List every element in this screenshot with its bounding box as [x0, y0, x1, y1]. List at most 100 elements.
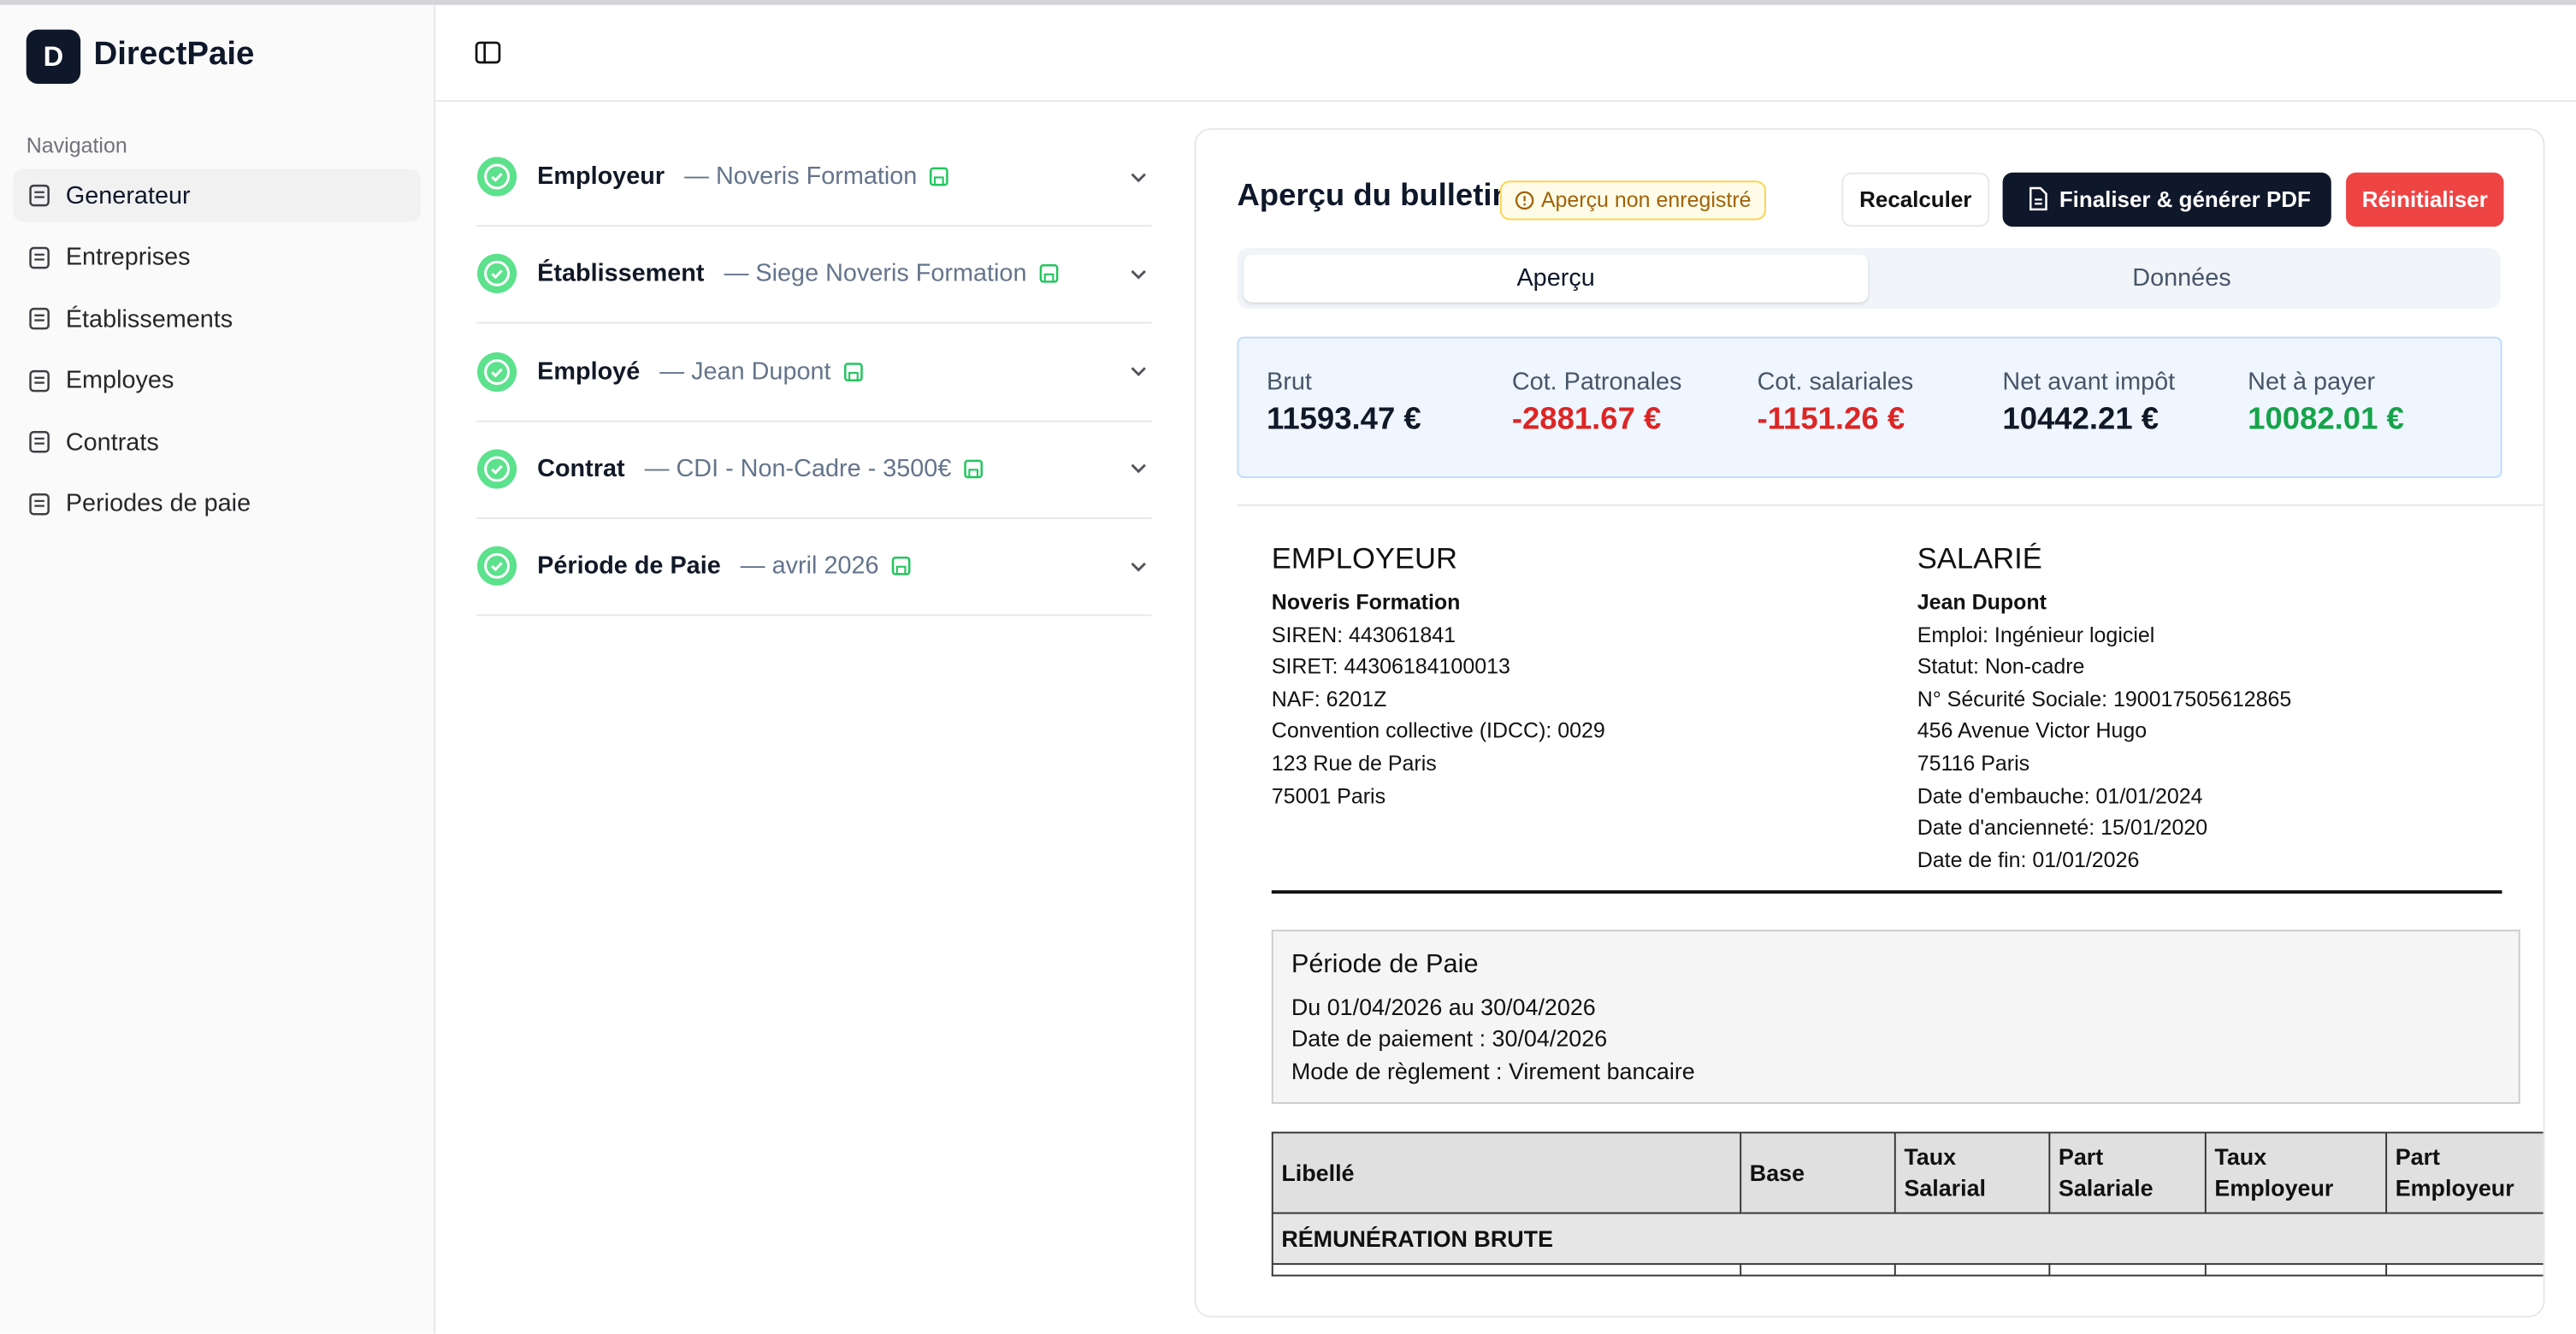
summary-value: 10442.21 €: [2002, 402, 2159, 437]
cell: [1894, 1263, 2051, 1277]
step-detail: — Noveris Formation: [684, 162, 918, 191]
period-line: Date de paiement : 30/04/2026: [1291, 1025, 1608, 1052]
sidebar-toggle[interactable]: [475, 39, 501, 66]
cell: [1740, 1263, 1896, 1277]
nav-item[interactable]: Employes: [13, 354, 420, 406]
party-line: Date de fin: 01/01/2026: [1917, 847, 2140, 872]
icon: [477, 254, 517, 294]
tabs: Aperçu Données: [1237, 248, 2501, 310]
button[interactable]: Réinitialiser: [2346, 172, 2504, 227]
icon: [1131, 367, 1146, 377]
cell: [1271, 1263, 1742, 1277]
party-line: SIREN: 443061841: [1271, 622, 1456, 647]
button-label: Recalculer: [1859, 186, 1972, 212]
summary-label: Brut: [1267, 368, 1312, 396]
icon: [2029, 186, 2047, 211]
nav-item[interactable]: Periodes de paie: [13, 477, 420, 529]
rule: [1271, 890, 2502, 894]
summary-item: Cot. salariales -1151.26 €: [1758, 368, 1914, 439]
tab[interactable]: Données: [2132, 264, 2231, 292]
column-header: Part Salariale: [2048, 1131, 2207, 1214]
step-row[interactable]: Employé — Jean Dupont: [476, 323, 1152, 422]
party-line: 75116 Paris: [1917, 750, 2030, 776]
payslip-table: Libellé Base Taux Salarial Part Salariale Ta…: [1271, 1131, 2544, 1277]
summary-item: Brut 11593.47 €: [1267, 368, 1421, 439]
nav-item[interactable]: Établissements: [13, 292, 420, 345]
step-title: Période de Paie: [537, 552, 721, 581]
nav-label: Generateur: [65, 181, 191, 210]
icon: [891, 557, 911, 576]
cell: [2048, 1263, 2207, 1277]
button[interactable]: Recalculer: [1841, 172, 1990, 227]
cell: [2385, 1263, 2544, 1277]
period-line: Mode de règlement : Virement bancaire: [1291, 1057, 1695, 1084]
nav-section-label: Navigation: [26, 133, 127, 158]
nav-label: Entreprises: [65, 243, 191, 271]
column-header: Taux Salarial: [1894, 1131, 2051, 1214]
party-line: NAF: 6201Z: [1271, 686, 1387, 711]
nav-label: Contrats: [65, 428, 159, 457]
icon: [843, 362, 863, 381]
button-label: Réinitialiser: [2361, 186, 2488, 212]
step-detail: — CDI - Non-Cadre - 3500€: [644, 454, 952, 483]
column-header: Taux Employeur: [2204, 1131, 2388, 1214]
column-header: Libellé: [1271, 1131, 1742, 1214]
step-row[interactable]: Période de Paie — avril 2026: [476, 517, 1152, 617]
period-line: Du 01/04/2026 au 30/04/2026: [1291, 993, 1596, 1020]
preview-title: Aperçu du bulletin: [1237, 179, 1511, 214]
step-row[interactable]: Établissement — Siege Noveris Formation: [476, 226, 1152, 324]
party-line: Emploi: Ingénieur logiciel: [1917, 622, 2155, 647]
preview-card: Aperçu du bulletin Aperçu non enregistré…: [1194, 127, 2545, 1318]
tab[interactable]: Aperçu: [1244, 254, 1869, 303]
icon: [477, 156, 517, 197]
icon: [1131, 269, 1146, 280]
separator: [1237, 504, 2544, 506]
step-detail: — Siege Noveris Formation: [724, 260, 1027, 288]
column-header: Base: [1740, 1131, 1896, 1214]
header-row: Libellé Base Taux Salarial Part Salariale Ta…: [1271, 1131, 2544, 1214]
nav-item[interactable]: Contrats: [13, 416, 420, 468]
badge-text: Aperçu non enregistré: [1540, 186, 1752, 212]
nav-item[interactable]: Generateur: [13, 168, 421, 222]
icon: [964, 459, 984, 479]
party-name: Jean Dupont: [1917, 589, 2047, 615]
header: [435, 5, 2576, 103]
party-line: 75001 Paris: [1271, 782, 1386, 808]
summary: Brut 11593.47 € Cot. Patronales -2881.67 € C…: [1237, 336, 2502, 478]
step-title: Employeur: [537, 162, 665, 191]
icon: [29, 307, 50, 330]
step-row[interactable]: Contrat — CDI - Non-Cadre - 3500€: [476, 421, 1152, 519]
icon: [477, 449, 517, 489]
icon: [1039, 264, 1059, 284]
party-line: Date d'ancienneté: 15/01/2020: [1917, 815, 2208, 840]
summary-label: Net à payer: [2248, 368, 2376, 396]
party-line: 456 Avenue Victor Hugo: [1917, 718, 2148, 743]
cell: [2204, 1263, 2388, 1277]
icon: [1131, 464, 1146, 475]
party-line: Date d'embauche: 01/01/2024: [1917, 782, 2203, 808]
nav-label: Employes: [65, 366, 174, 395]
top-border: [0, 0, 2576, 5]
nav-item[interactable]: Entreprises: [13, 231, 420, 283]
row: [1271, 1263, 2544, 1277]
button[interactable]: Finaliser & générer PDF: [2002, 172, 2331, 227]
icon: [29, 430, 50, 453]
step-detail: — avril 2026: [740, 552, 879, 581]
summary-item: Cot. Patronales -2881.67 €: [1512, 368, 1682, 439]
step-row[interactable]: Employeur — Noveris Formation: [476, 128, 1152, 227]
nav-label: Établissements: [65, 304, 233, 333]
party-line: 123 Rue de Paris: [1271, 750, 1437, 776]
summary-value: 10082.01 €: [2248, 402, 2404, 437]
icon: [477, 351, 517, 392]
logo[interactable]: D: [26, 29, 81, 84]
step-title: Contrat: [537, 454, 625, 483]
step-title: Employé: [537, 357, 641, 386]
summary-value: -1151.26 €: [1757, 402, 1905, 437]
summary-value: 11593.47 €: [1267, 402, 1421, 437]
party-name: Noveris Formation: [1271, 589, 1461, 615]
period-box: Période de Paie Du 01/04/2026 au 30/04/20…: [1271, 930, 2520, 1104]
summary-label: Net avant impôt: [2002, 368, 2176, 396]
icon: [29, 184, 50, 207]
party-block: EMPLOYEUR Noveris Formation SIREN: 4430618…: [1272, 540, 1605, 812]
brand[interactable]: DirectPaie: [93, 36, 255, 73]
